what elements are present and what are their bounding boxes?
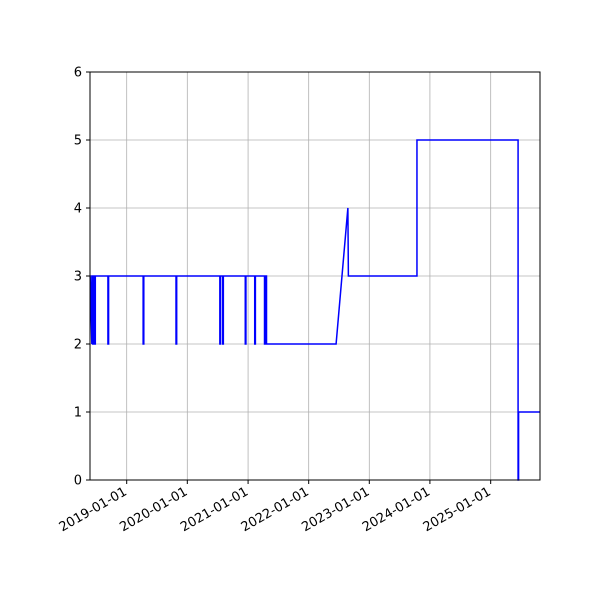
y-tick-label: 5: [74, 134, 82, 149]
x-tick-label: 2019-01-01: [57, 484, 130, 535]
series-group: [89, 139, 540, 481]
y-tick-label: 0: [74, 474, 82, 489]
x-axis: 2019-01-012020-01-012021-01-012022-01-01…: [57, 480, 494, 535]
x-tick-label: 2025-01-01: [421, 484, 494, 535]
x-tick-label: 2023-01-01: [299, 484, 372, 535]
grid: [90, 71, 540, 481]
y-tick-label: 3: [74, 270, 82, 285]
y-tick-label: 6: [74, 66, 82, 81]
y-tick-label: 2: [74, 338, 82, 353]
x-tick-label: 2021-01-01: [178, 484, 251, 535]
y-tick-label: 4: [74, 202, 82, 217]
x-tick-label: 2022-01-01: [239, 484, 312, 535]
y-axis: 0 1 2 3 4 5 6: [74, 66, 90, 489]
x-tick-label: 2024-01-01: [360, 484, 433, 535]
series-line: [89, 139, 540, 481]
y-tick-label: 1: [74, 406, 82, 421]
x-tick-label: 2020-01-01: [117, 484, 190, 535]
